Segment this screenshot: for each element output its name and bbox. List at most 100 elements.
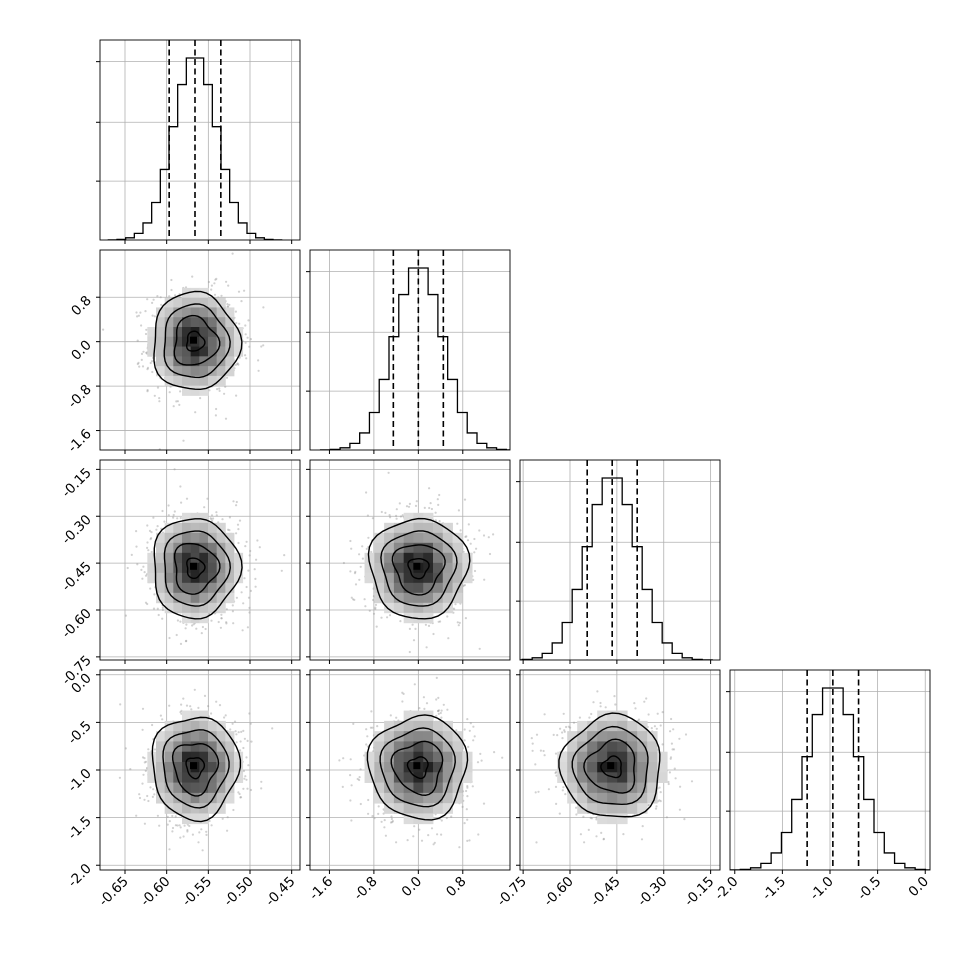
density-cell	[216, 772, 226, 783]
x-tick-label: -0.60	[541, 874, 577, 910]
sample-point	[215, 511, 218, 514]
density-cell	[234, 772, 244, 783]
sample-point	[395, 508, 398, 511]
sample-point	[234, 310, 237, 313]
sample-point	[244, 545, 247, 548]
density-cell	[452, 542, 463, 554]
sample-point	[151, 723, 154, 727]
density-cell	[587, 762, 598, 773]
density-cell	[413, 592, 424, 604]
sample-point	[368, 609, 371, 612]
density-cell	[597, 803, 608, 814]
sample-point	[412, 639, 416, 642]
sample-point	[185, 497, 189, 500]
sample-point	[464, 617, 467, 620]
sample-point	[647, 713, 650, 716]
sample-point	[432, 632, 435, 636]
sample-point	[258, 546, 261, 549]
sample-point	[262, 306, 265, 309]
density-cell	[637, 803, 648, 814]
sample-point	[238, 519, 242, 522]
density-cell	[384, 741, 395, 753]
sample-point	[395, 517, 398, 520]
sample-point	[203, 506, 206, 509]
density-cell	[156, 772, 166, 783]
y-tick-label: -1.0	[65, 766, 95, 796]
sample-point	[182, 697, 185, 700]
sample-point	[437, 710, 440, 713]
sample-point	[168, 704, 171, 707]
density-cell	[190, 720, 200, 732]
sample-point	[456, 522, 459, 525]
density-cell	[393, 782, 405, 794]
sample-point	[464, 535, 467, 539]
sample-point	[384, 834, 387, 837]
sample-point	[155, 528, 158, 531]
sample-point	[243, 737, 246, 740]
density-cell	[225, 741, 235, 753]
sample-point	[418, 707, 421, 710]
sample-point	[206, 497, 209, 500]
sample-point	[253, 568, 256, 571]
density-cell	[182, 532, 192, 544]
histogram-steps	[730, 687, 930, 870]
sample-point	[534, 791, 537, 794]
sample-point	[147, 748, 150, 751]
sample-point	[473, 551, 476, 554]
density-cell	[225, 792, 235, 804]
density-cell	[199, 512, 209, 524]
sample-point	[350, 596, 353, 599]
sample-point	[596, 690, 599, 693]
sample-point	[176, 400, 179, 403]
density-cell	[384, 762, 395, 773]
density-cell	[442, 731, 453, 742]
density-cell	[190, 532, 200, 544]
x-tick-label: -1.5	[759, 874, 789, 904]
density-cell	[190, 346, 200, 357]
contour-level-2	[391, 544, 446, 596]
density-cell	[647, 751, 658, 763]
sample-point	[462, 799, 465, 802]
sample-point	[250, 740, 253, 743]
sample-point	[539, 749, 543, 752]
sample-point	[243, 777, 246, 780]
density-cell	[433, 562, 444, 574]
sample-point	[358, 776, 361, 779]
density-cell	[462, 762, 473, 773]
sample-point	[184, 640, 188, 643]
density-peak	[190, 336, 197, 344]
sample-point	[216, 388, 219, 391]
sample-point	[359, 768, 362, 771]
sample-point	[365, 743, 368, 746]
sample-point	[665, 816, 669, 819]
sample-point	[102, 328, 105, 331]
density-cell	[577, 751, 588, 763]
density-cell	[156, 327, 166, 338]
sample-point	[365, 491, 368, 494]
density-cell	[173, 572, 183, 584]
x-tick-label: -0.30	[635, 874, 671, 910]
density-cell	[190, 327, 200, 338]
sample-point	[554, 752, 558, 755]
sample-point	[414, 627, 417, 631]
sample-point	[461, 805, 464, 809]
density-cell	[173, 346, 183, 357]
density-cell	[199, 602, 209, 614]
density-cell	[647, 731, 658, 742]
sample-point	[488, 552, 492, 556]
density-cell	[452, 592, 463, 604]
sample-point	[599, 705, 602, 708]
sample-point	[147, 799, 150, 803]
density-cell	[199, 317, 209, 328]
sample-point	[535, 841, 538, 844]
sample-point	[152, 298, 155, 301]
density-cell	[403, 762, 414, 773]
density-cell	[182, 572, 192, 584]
density-cell	[199, 772, 209, 783]
sample-point	[150, 531, 153, 534]
density-cell	[199, 572, 209, 584]
sample-point	[423, 707, 426, 711]
sample-point	[565, 725, 568, 729]
sample-point	[260, 787, 263, 790]
density-cell	[234, 562, 244, 574]
